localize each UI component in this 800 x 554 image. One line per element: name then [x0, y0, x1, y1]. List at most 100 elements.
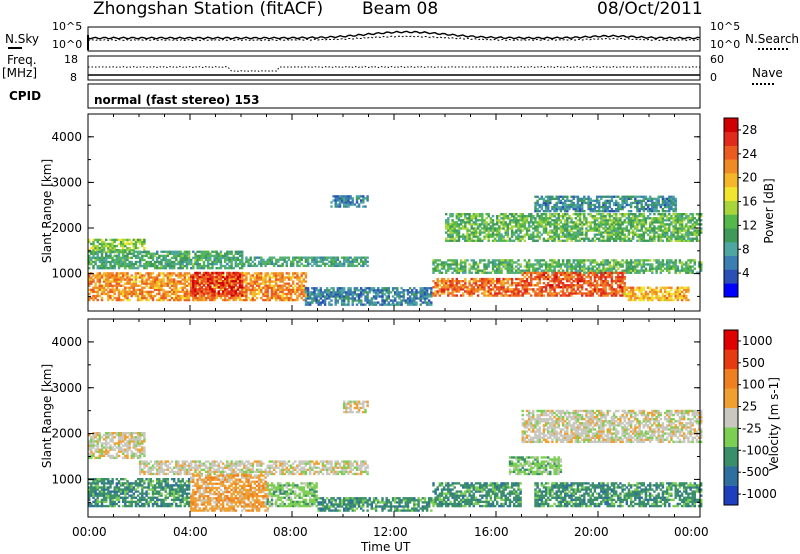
power-cell: [651, 265, 654, 268]
power-cell: [192, 294, 195, 297]
power-cell: [241, 258, 244, 262]
power-cell: [198, 277, 201, 281]
power-cell: [241, 298, 244, 302]
power-cell: [549, 292, 552, 295]
power-cell: [491, 267, 495, 270]
power-cell: [553, 288, 556, 291]
power-cell: [532, 290, 535, 293]
power-cell: [262, 262, 265, 266]
power-cell: [360, 256, 363, 259]
power-cell: [570, 219, 573, 222]
power-cell: [553, 235, 556, 238]
power-cell: [249, 298, 252, 302]
power-cell: [553, 290, 556, 293]
power-cell: [434, 267, 437, 270]
power-cell: [113, 260, 116, 264]
power-cell: [323, 301, 327, 304]
power-cell: [608, 292, 612, 295]
power-cell: [245, 284, 248, 287]
power-cell: [200, 264, 204, 268]
power-cell: [479, 225, 482, 228]
power-cell: [561, 233, 565, 236]
power-cell: [98, 274, 102, 277]
power-cell: [340, 287, 344, 290]
power-cell: [243, 286, 246, 289]
power-cell: [572, 265, 575, 268]
power-cell: [498, 290, 501, 293]
power-cell: [615, 213, 618, 216]
power-cell: [659, 265, 663, 268]
power-cell: [90, 242, 93, 246]
power-cell: [181, 290, 184, 294]
power-cell: [502, 265, 505, 268]
power-cell: [515, 290, 518, 293]
power-cell: [678, 288, 682, 292]
power-cell: [328, 297, 331, 300]
power-cell: [581, 265, 584, 268]
power-cell: [581, 233, 584, 236]
power-cell: [517, 290, 520, 293]
power-cell: [98, 280, 102, 283]
power-cell: [547, 271, 550, 275]
power-cell: [349, 203, 352, 206]
power-cell: [600, 263, 603, 266]
power-cell: [530, 213, 533, 216]
power-cell: [496, 217, 499, 220]
power-cell: [649, 288, 652, 292]
power-cell: [164, 254, 167, 258]
power-cell: [90, 252, 93, 255]
power-cell: [228, 280, 231, 283]
power-cell: [175, 254, 178, 258]
power-cell: [661, 296, 665, 300]
power-cell: [115, 256, 119, 260]
power-cell: [423, 289, 427, 292]
power-cell: [447, 217, 450, 220]
power-cell: [593, 219, 597, 222]
power-cell: [578, 263, 582, 266]
power-cell: [447, 290, 450, 293]
power-cell: [289, 292, 293, 296]
power-cell: [122, 290, 125, 294]
power-cell: [117, 298, 121, 302]
power-cell: [578, 269, 582, 272]
power-cell: [500, 235, 503, 238]
power-cell: [141, 254, 144, 258]
power-cell: [209, 275, 212, 279]
power-cell: [689, 267, 692, 270]
power-cell: [151, 286, 155, 289]
power-cell: [619, 235, 622, 238]
power-cell: [485, 217, 488, 220]
power-cell: [530, 221, 533, 224]
power-cell: [124, 249, 127, 252]
power-cell: [258, 256, 261, 259]
power-cell: [372, 287, 376, 290]
power-cell: [198, 262, 201, 266]
power-cell: [234, 280, 238, 283]
power-cell: [238, 280, 242, 283]
power-cell: [234, 260, 238, 264]
power-cell: [683, 267, 686, 270]
power-cell: [245, 288, 248, 292]
power-cell: [258, 272, 261, 275]
power-cell: [349, 264, 352, 268]
power-cell: [532, 217, 535, 220]
power-cell: [168, 294, 172, 298]
power-cell: [328, 301, 331, 304]
power-cell: [570, 277, 573, 281]
power-cell: [551, 288, 554, 291]
power-cell: [168, 272, 172, 275]
power-cell: [593, 217, 597, 220]
power-cell: [538, 231, 541, 234]
power-cell: [289, 290, 293, 294]
power-cell: [209, 272, 212, 275]
power-cell: [115, 284, 119, 287]
power-cell: [357, 197, 361, 200]
power-cell: [213, 290, 216, 293]
power-cell: [228, 267, 231, 270]
power-cell: [298, 276, 301, 279]
power-cell: [105, 262, 108, 266]
power-cell: [215, 284, 218, 287]
power-cell: [319, 256, 323, 259]
power-cell: [470, 277, 473, 281]
power-cell: [572, 288, 575, 291]
